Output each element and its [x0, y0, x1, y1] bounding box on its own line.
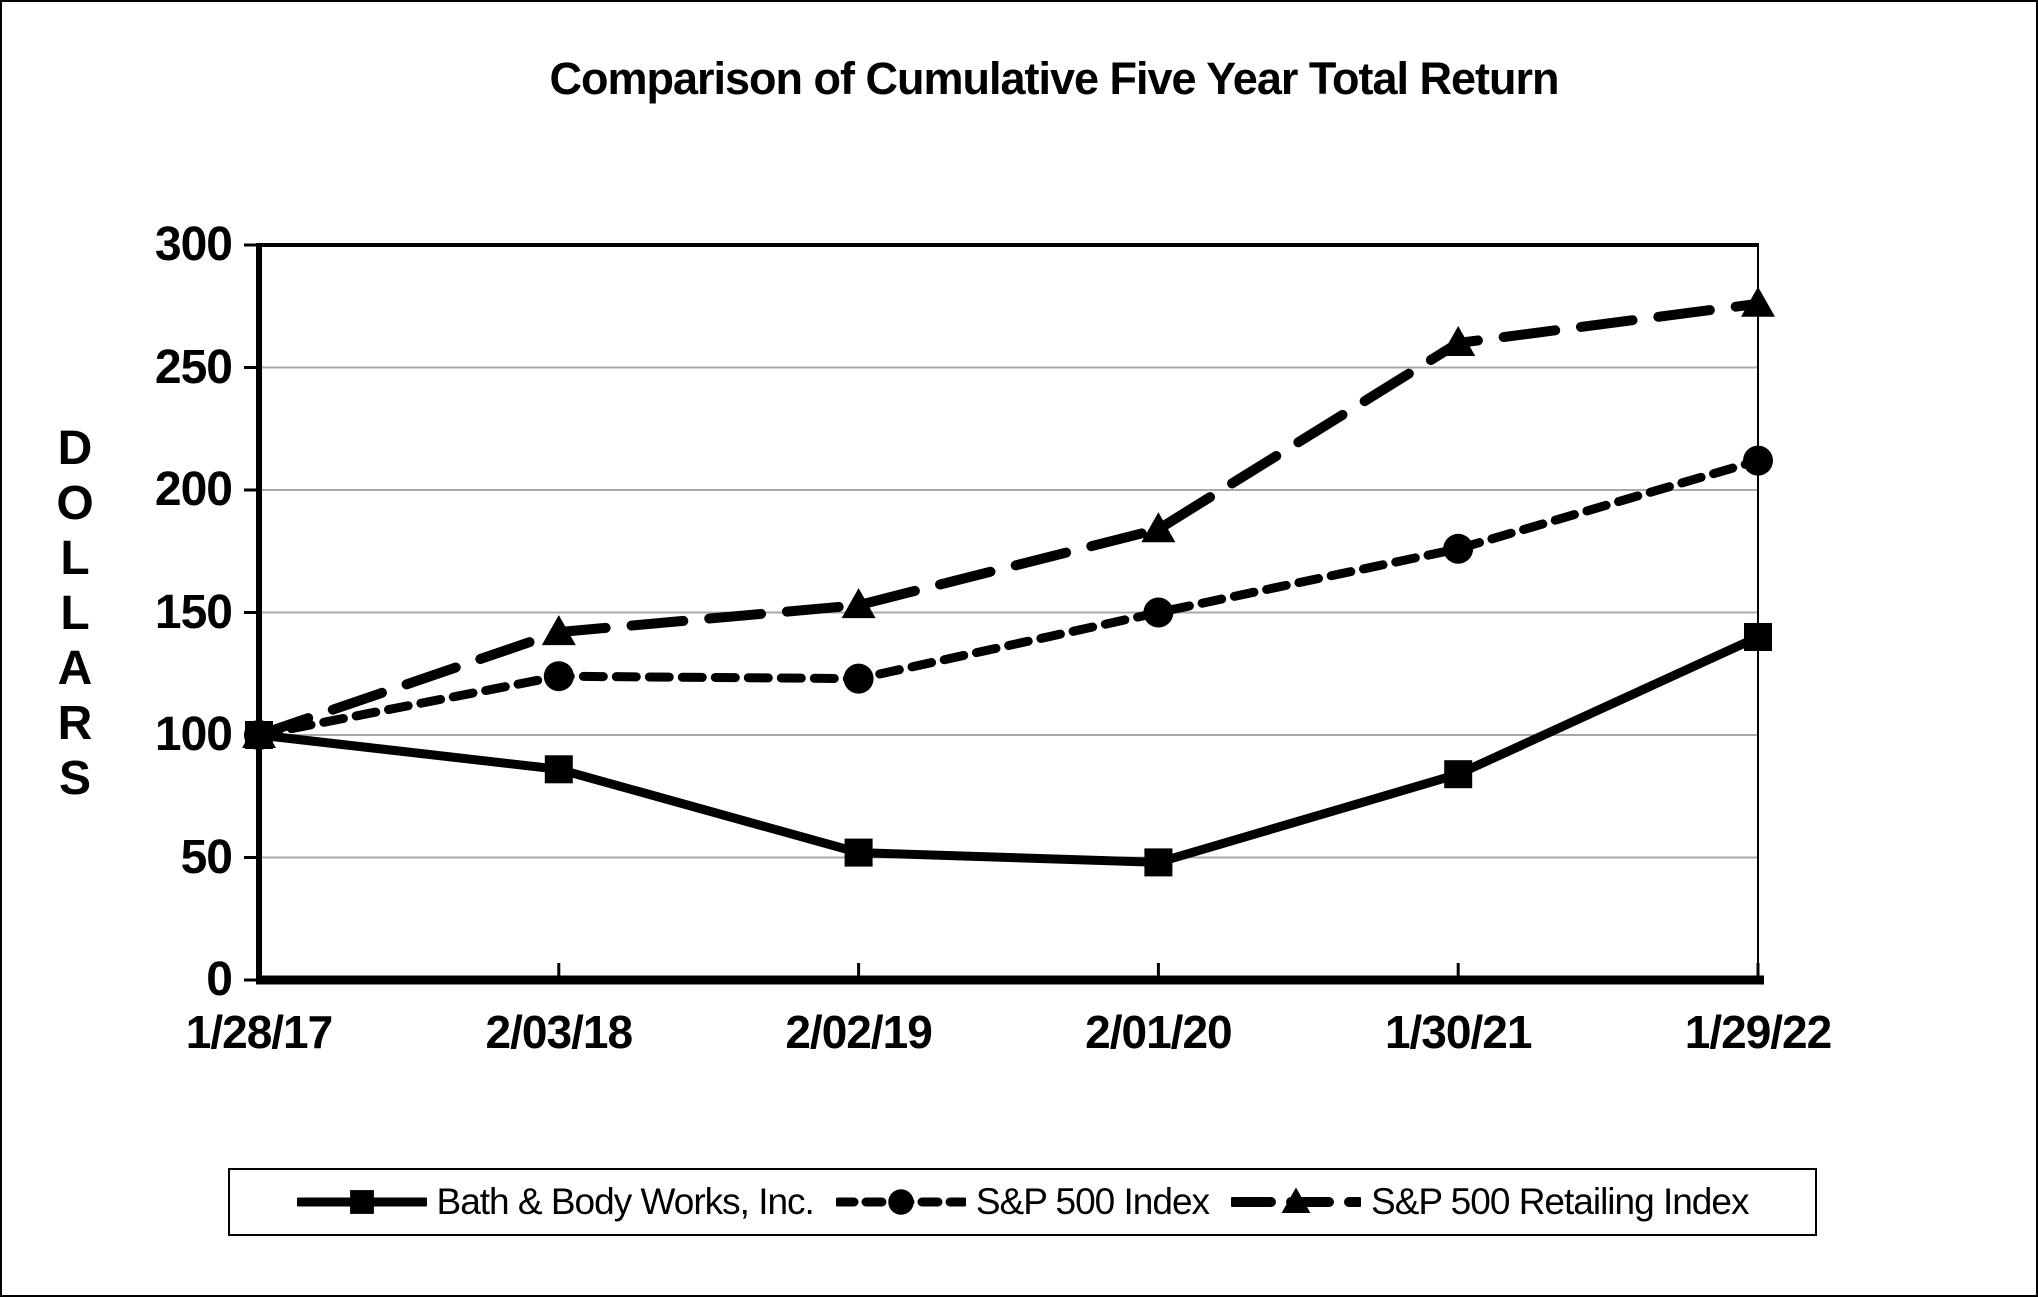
y-axis-title-letter: D	[57, 422, 93, 475]
legend-item: Bath & Body Works, Inc.	[296, 1181, 815, 1223]
y-tick-label: 50	[180, 830, 233, 884]
y-tick-label: 150	[154, 585, 233, 639]
marker-square	[544, 755, 573, 784]
y-tick-label: 300	[154, 218, 233, 271]
legend-label: S&P 500 Retailing Index	[1371, 1181, 1749, 1222]
marker-triangle	[1441, 326, 1476, 356]
y-axis-title-letter: O	[56, 477, 94, 530]
y-tick-label: 250	[154, 340, 233, 394]
marker-triangle	[1281, 1187, 1311, 1214]
marker-triangle	[841, 588, 876, 619]
legend-label: Bath & Body Works, Inc.	[436, 1181, 815, 1222]
x-tick-label: 1/30/21	[1384, 1006, 1532, 1058]
marker-circle	[543, 661, 574, 692]
marker-triangle	[1141, 512, 1176, 543]
legend-swatch-circle	[835, 1189, 966, 1215]
marker-triangle	[1741, 286, 1775, 317]
y-axis-title-letter: R	[57, 697, 93, 750]
y-tick-label: 200	[154, 463, 233, 516]
marker-square	[349, 1190, 374, 1214]
y-axis-title-letter: A	[57, 642, 93, 695]
legend-item: S&P 500 Index	[835, 1181, 1210, 1223]
x-tick-label: 2/01/20	[1085, 1006, 1232, 1058]
marker-circle	[888, 1189, 914, 1215]
legend-swatch-square	[296, 1190, 427, 1214]
marker-square	[245, 721, 273, 749]
y-axis-title-letter: L	[60, 532, 90, 585]
marker-square	[1744, 623, 1772, 651]
x-tick-label: 1/28/17	[185, 1006, 333, 1058]
legend-item: S&P 500 Retailing Index	[1231, 1181, 1749, 1223]
marker-square	[1444, 760, 1473, 789]
marker-circle	[1743, 445, 1773, 476]
legend-label: S&P 500 Index	[975, 1181, 1210, 1222]
marker-square	[844, 838, 873, 867]
y-tick-label: 0	[206, 953, 233, 1006]
x-tick-label: 2/02/19	[785, 1006, 932, 1058]
marker-square	[1144, 848, 1173, 877]
x-tick-label: 2/03/18	[485, 1006, 633, 1058]
series-line-circle	[254, 456, 1763, 740]
marker-triangle	[541, 615, 576, 646]
chart-title: Comparison of Cumulative Five Year Total…	[549, 53, 1559, 104]
marker-circle	[843, 663, 874, 694]
legend-swatch-triangle	[1231, 1187, 1362, 1214]
series-line-square	[254, 632, 1763, 867]
y-tick-label: 100	[154, 708, 233, 761]
marker-circle	[1443, 533, 1474, 564]
y-axis-title-letter: L	[60, 587, 90, 640]
x-tick-label: 1/29/22	[1684, 1006, 1832, 1058]
legend: Bath & Body Works, Inc. S&P 500 Index S&P …	[228, 1168, 1817, 1236]
series-line-triangle	[254, 298, 1763, 740]
marker-circle	[1143, 597, 1174, 628]
y-axis-title-letter: S	[58, 752, 91, 805]
